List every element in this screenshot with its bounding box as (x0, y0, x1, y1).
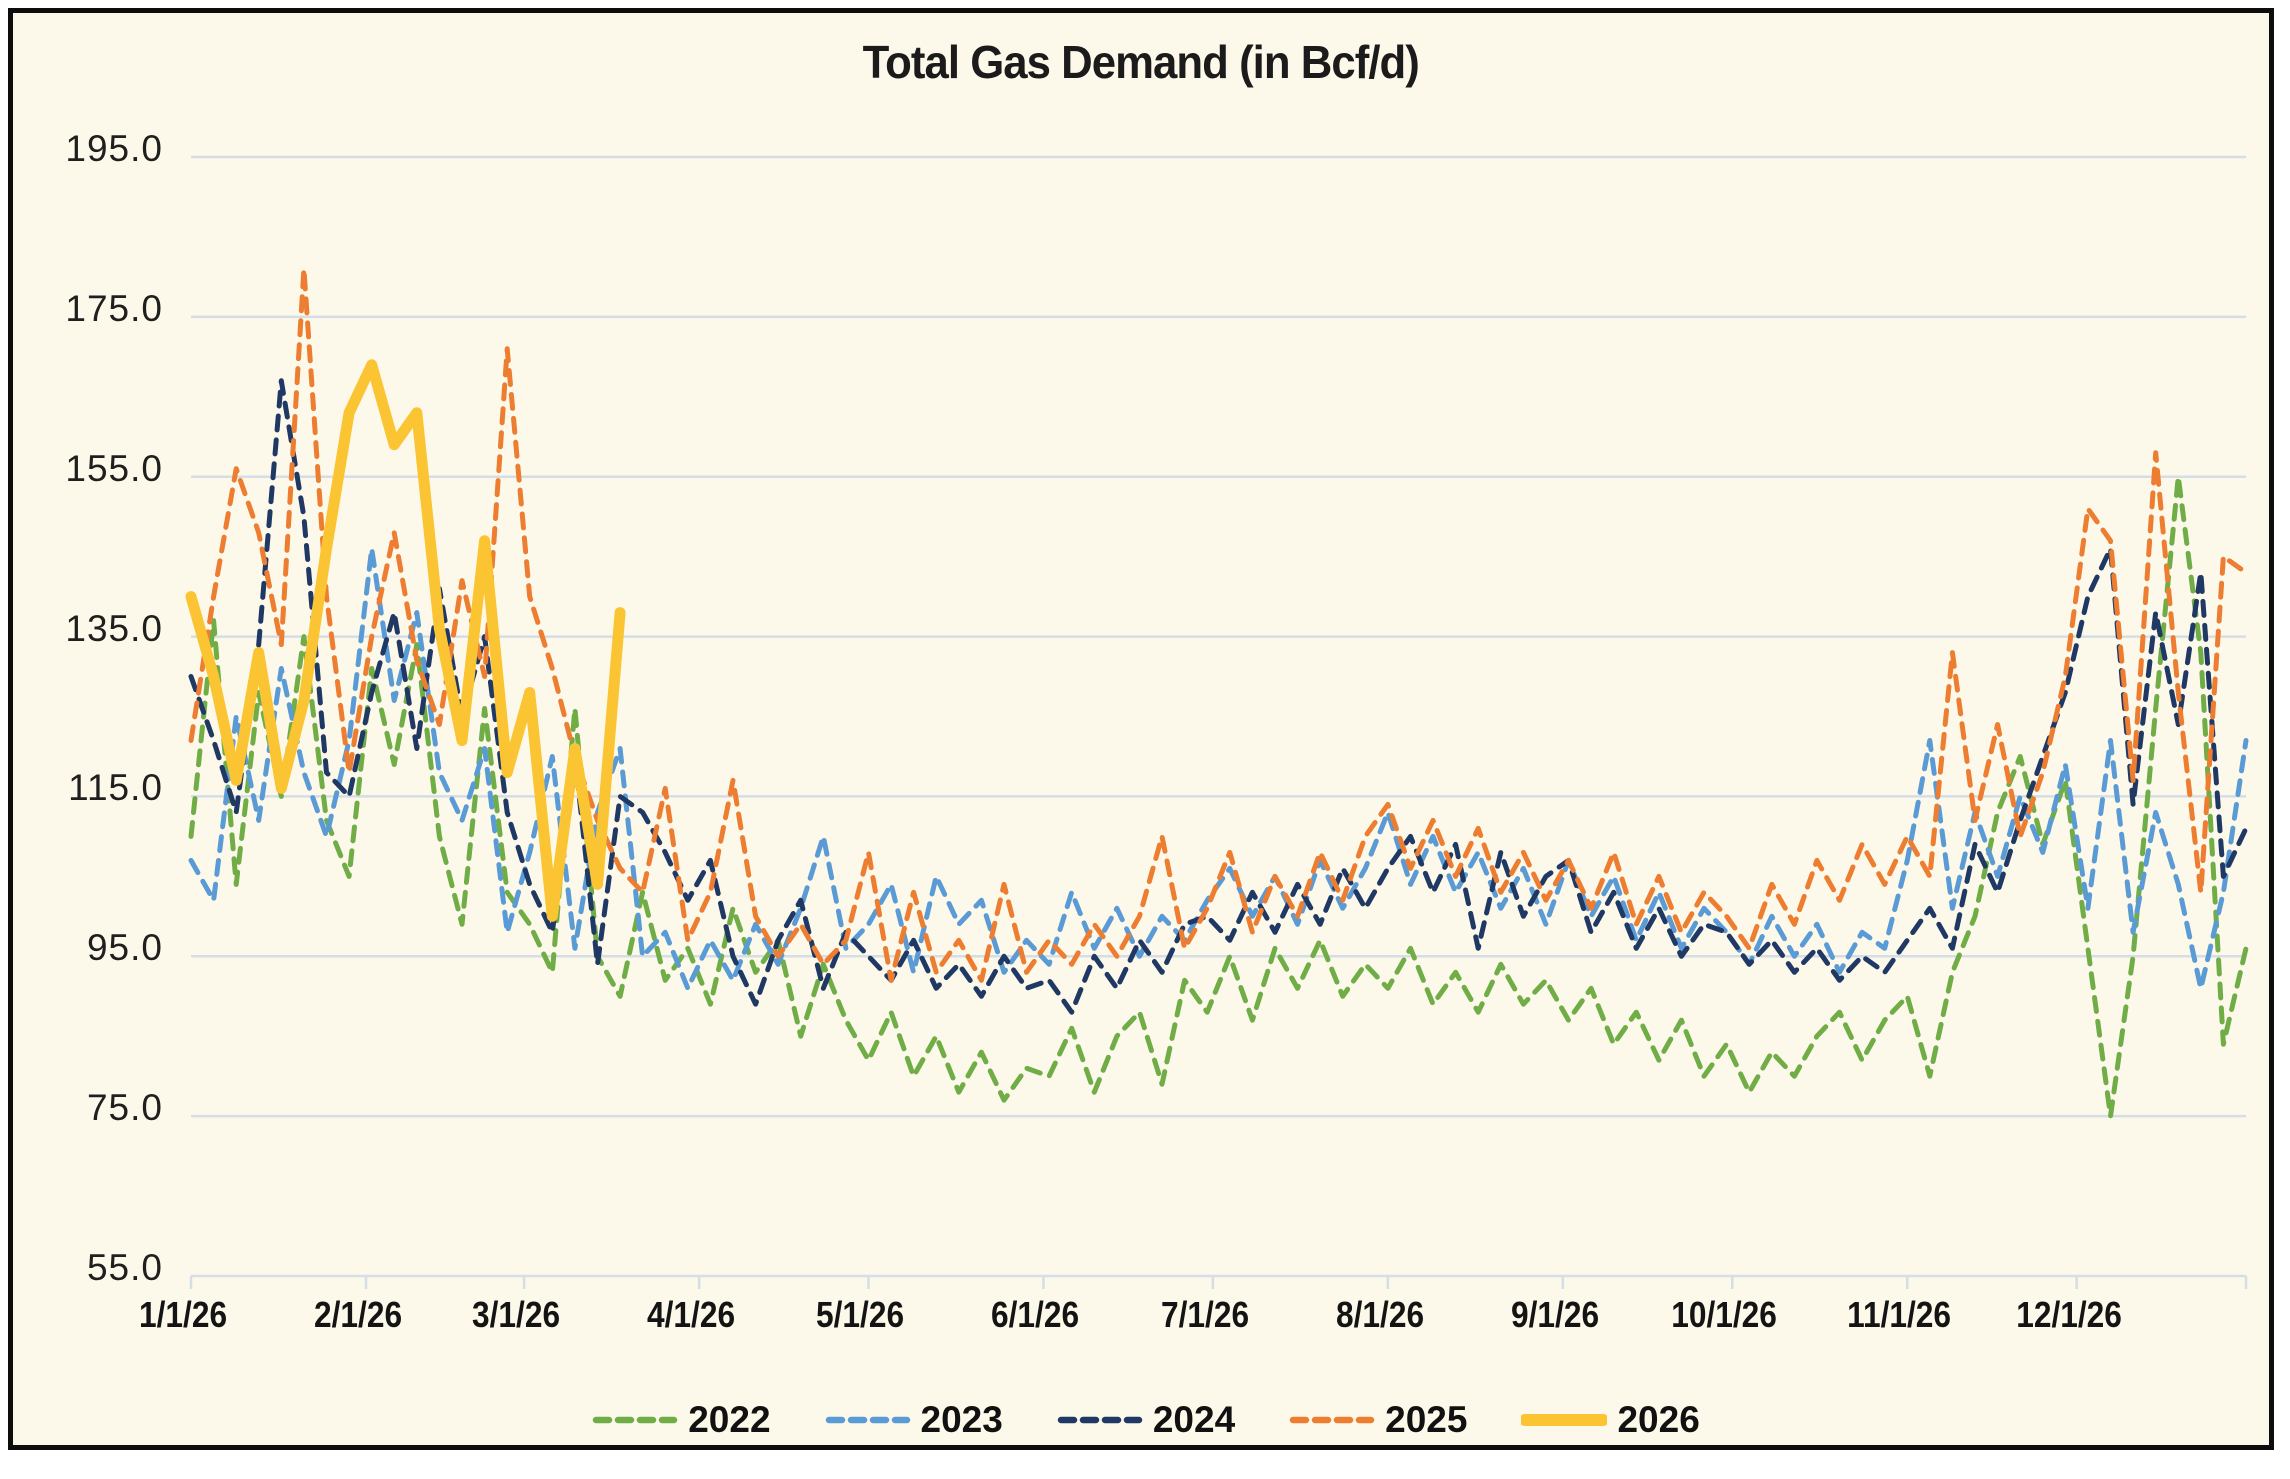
x-axis-tick-label-3/1/26: 3/1/26 (406, 1292, 626, 1338)
x-axis-tick-text: 4/1/26 (647, 1294, 736, 1335)
y-axis-tick-label-115.0: 115.0 (68, 767, 163, 809)
legend-swatch-2025-line (1289, 1416, 1375, 1424)
legend-swatch-2023-line (825, 1416, 910, 1424)
series-line-2022 (188, 474, 2249, 1119)
legend-item-2024: 2024 (1057, 1399, 1235, 1441)
x-axis-tick-label-4/1/26: 4/1/26 (581, 1292, 801, 1338)
chart-title: Total Gas Demand (in Bcf/d) (13, 35, 2269, 89)
x-axis-tick-text: 11/1/26 (1847, 1294, 1952, 1335)
x-axis-tick-text: 7/1/26 (1160, 1294, 1249, 1335)
x-axis-tick-label-10/1/26: 10/1/26 (1614, 1292, 1834, 1338)
x-axis-tick-text: 5/1/26 (816, 1294, 905, 1335)
chart-title-text: Total Gas Demand (in Bcf/d) (862, 36, 1420, 88)
y-axis-tick-label-95.0: 95.0 (86, 927, 163, 969)
series-line-2025 (188, 266, 2249, 983)
x-axis-tick-label-6/1/26: 6/1/26 (925, 1292, 1145, 1338)
legend-item-2026: 2026 (1521, 1399, 1700, 1441)
chart-frame: Total Gas Demand (in Bcf/d) 195.0 175.0 15… (8, 8, 2274, 1450)
legend-item-2022: 2022 (592, 1399, 771, 1441)
x-axis-tick-label-7/1/26: 7/1/26 (1095, 1292, 1315, 1338)
x-axis-tick-label-1/1/26: 1/1/26 (73, 1292, 293, 1338)
legend-label-2022: 2022 (688, 1399, 771, 1440)
legend-item-2023: 2023 (825, 1399, 1003, 1441)
x-axis-tick-text: 10/1/26 (1671, 1294, 1778, 1335)
x-axis-tick-label-2/1/26: 2/1/26 (248, 1292, 468, 1338)
x-axis-tick-label-5/1/26: 5/1/26 (750, 1292, 970, 1338)
series-line-2023 (188, 546, 2249, 991)
y-axis-tick-label-175.0: 175.0 (65, 287, 163, 329)
x-axis-tick-text: 8/1/26 (1335, 1294, 1424, 1335)
legend: 2022 2023 2024 2025 2026 (13, 1399, 2279, 1441)
y-axis-tick-label-55.0: 55.0 (86, 1247, 163, 1288)
legend-label-2023: 2023 (920, 1399, 1003, 1440)
x-axis-tick-text: 2/1/26 (313, 1294, 403, 1335)
series-line-2024 (188, 378, 2249, 1015)
legend-label-2024: 2024 (1152, 1399, 1236, 1440)
x-axis-tick-label-11/1/26: 11/1/26 (1789, 1292, 2009, 1338)
y-axis-tick-label-195.0: 195.0 (65, 128, 163, 169)
legend-label-2026: 2026 (1617, 1399, 1700, 1440)
x-axis-tick-text: 9/1/26 (1510, 1294, 1599, 1335)
plot-area (185, 155, 2249, 1289)
legend-swatch-2022-line (592, 1416, 678, 1424)
x-axis-tick-text: 1/1/26 (138, 1294, 228, 1335)
y-axis-tick-label-75.0: 75.0 (86, 1087, 163, 1129)
x-axis-tick-text: 12/1/26 (2015, 1294, 2122, 1335)
legend-swatch-2026-line (1521, 1414, 1608, 1426)
x-axis-tick-text: 6/1/26 (991, 1294, 1080, 1335)
x-axis-tick-label-9/1/26: 9/1/26 (1445, 1292, 1665, 1338)
y-axis-tick-label-155.0: 155.0 (65, 447, 163, 489)
legend-item-2025: 2025 (1289, 1399, 1467, 1441)
x-axis-tick-text: 3/1/26 (472, 1294, 561, 1335)
legend-label-2025: 2025 (1385, 1399, 1468, 1440)
x-axis-tick-label-12/1/26: 12/1/26 (1959, 1292, 2179, 1338)
y-axis-tick-label-135.0: 135.0 (65, 607, 163, 649)
legend-swatch-2024-line (1057, 1416, 1143, 1424)
x-axis-tick-label-8/1/26: 8/1/26 (1270, 1292, 1490, 1338)
series-line-2026 (185, 359, 626, 922)
